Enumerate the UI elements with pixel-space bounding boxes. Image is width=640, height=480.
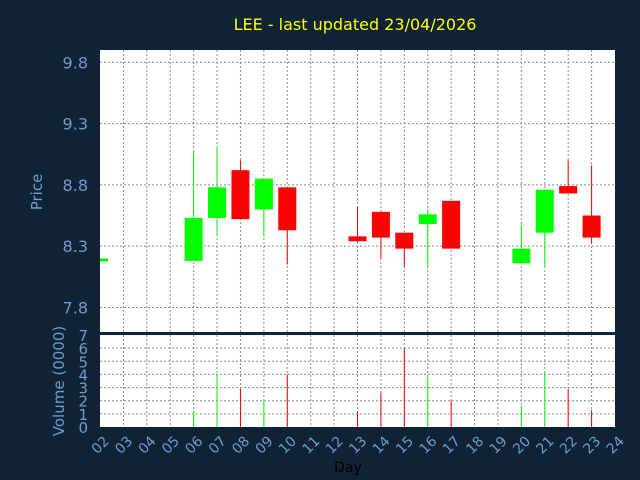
price-candles bbox=[100, 148, 601, 268]
volume-tick-label: 5 bbox=[78, 353, 88, 371]
candle-body bbox=[348, 236, 367, 242]
price-tick-label: 9.8 bbox=[63, 53, 88, 72]
candle-body bbox=[418, 214, 437, 225]
candle-body bbox=[535, 189, 554, 233]
volume-axis-label: Volume (0000) bbox=[50, 326, 68, 436]
price-tick-label: 8.3 bbox=[63, 237, 88, 256]
candle-body bbox=[582, 215, 601, 238]
volume-bars bbox=[193, 348, 593, 427]
candle-body bbox=[395, 232, 414, 249]
price-tick-label: 9.3 bbox=[63, 115, 88, 134]
candle-body bbox=[278, 187, 297, 231]
price-axis: 7.8 8.3 8.8 9.3 9.8 bbox=[63, 53, 88, 317]
volume-tick-label: 4 bbox=[78, 366, 88, 384]
candle-body bbox=[208, 187, 227, 218]
candle-body bbox=[371, 211, 390, 238]
volume-tick-label: 7 bbox=[78, 327, 88, 345]
volume-tick-label: 2 bbox=[78, 393, 88, 411]
price-axis-label: Price bbox=[28, 174, 46, 211]
candle-body bbox=[559, 186, 578, 194]
volume-tick-label: 1 bbox=[78, 406, 88, 424]
price-tick-label: 7.8 bbox=[63, 298, 88, 317]
price-tick-label: 8.8 bbox=[63, 176, 88, 195]
x-axis: 02 03 04 05 06 07 08 09 10 11 12 13 14 15 16 17 18 19 20 21… bbox=[89, 433, 628, 457]
volume-tick-label: 6 bbox=[78, 340, 88, 358]
volume-tick-label: 0 bbox=[78, 419, 88, 437]
candle-body bbox=[100, 258, 108, 262]
x-axis-label: Day bbox=[334, 460, 362, 476]
candle-body bbox=[512, 248, 531, 264]
candle-body bbox=[184, 217, 203, 261]
candle-body bbox=[254, 178, 273, 210]
volume-tick-label: 3 bbox=[78, 380, 88, 398]
candle-body bbox=[231, 170, 250, 220]
chart-title: LEE - last updated 23/04/2026 bbox=[234, 15, 477, 34]
candle-body bbox=[442, 200, 461, 249]
